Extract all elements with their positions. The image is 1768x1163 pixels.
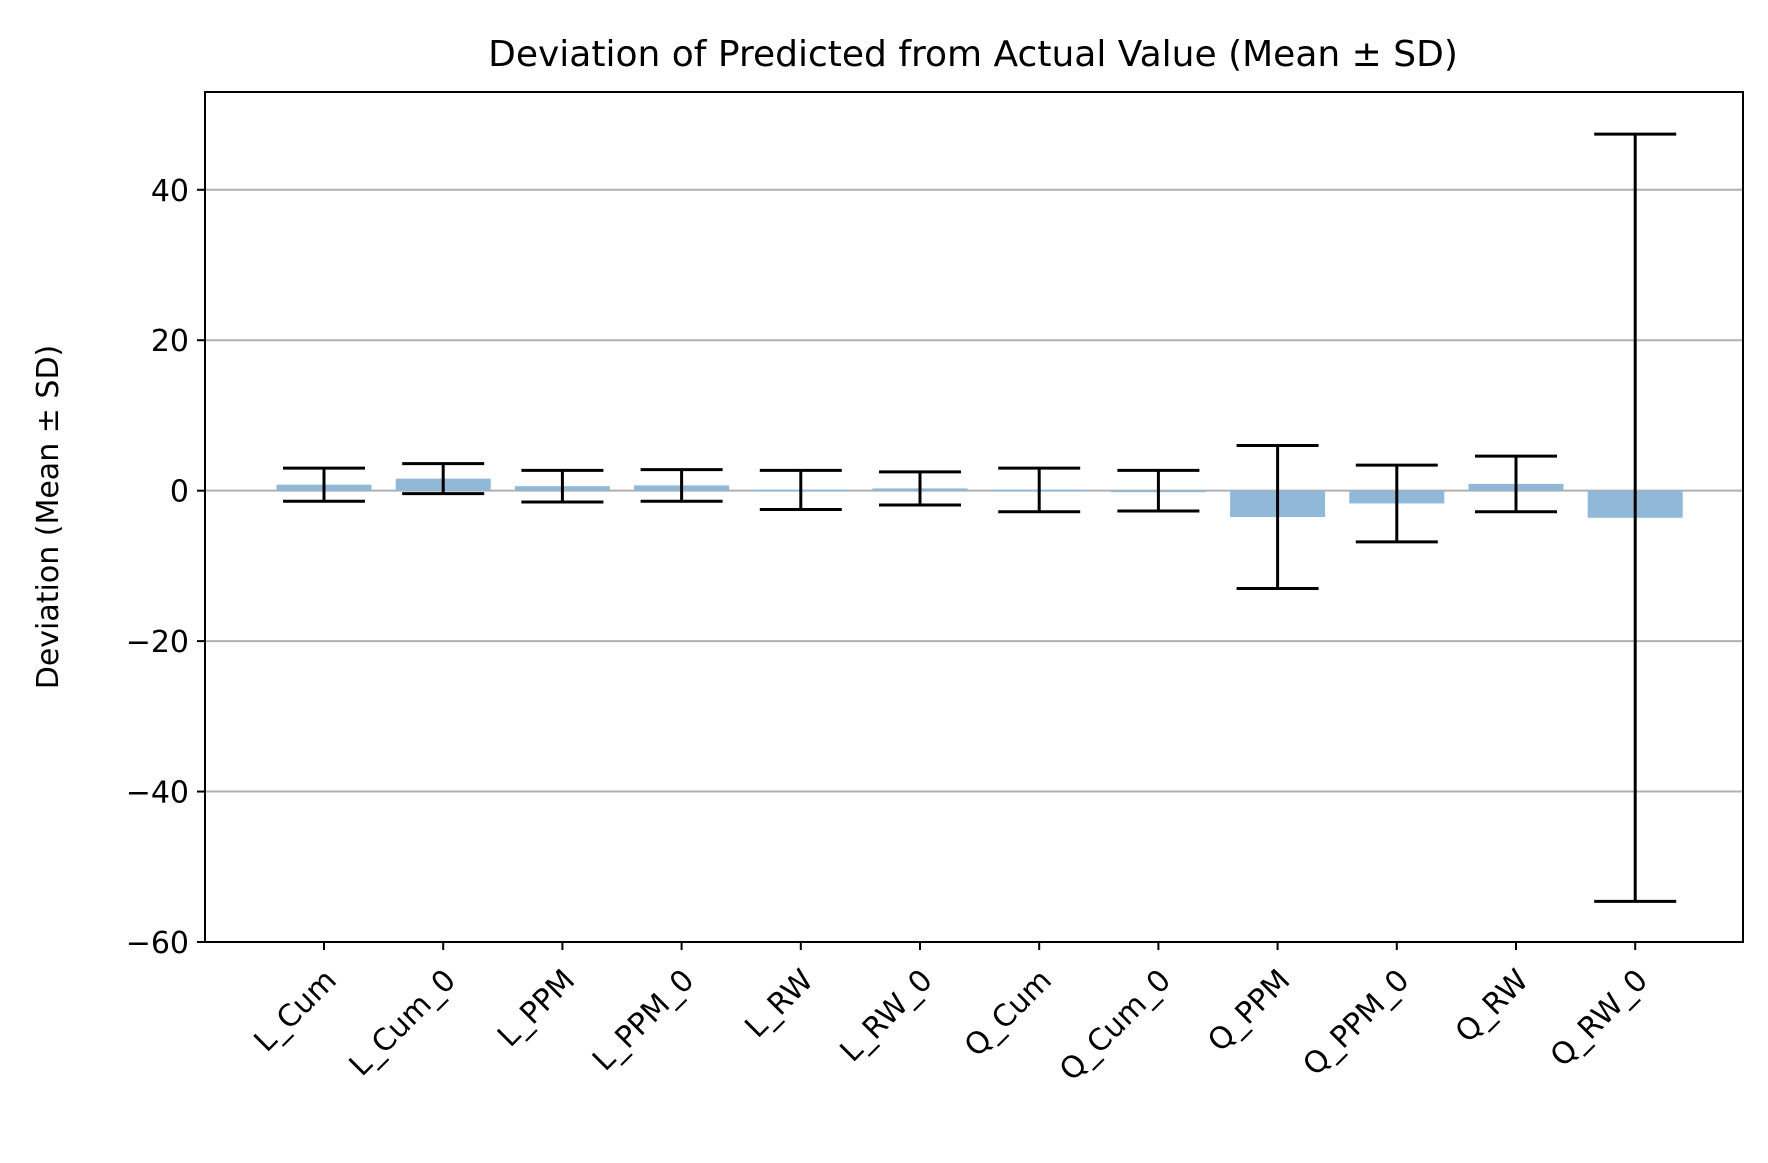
x-tick-label: L_Cum bbox=[248, 963, 344, 1059]
chart-title: Deviation of Predicted from Actual Value… bbox=[488, 34, 1458, 75]
bars bbox=[276, 478, 1683, 518]
x-tick-label: Q_PPM bbox=[1201, 963, 1297, 1059]
plot-frame bbox=[204, 91, 1744, 943]
x-tick-label: Q_RW_0 bbox=[1544, 963, 1655, 1074]
y-tick-label: −40 bbox=[126, 776, 189, 811]
error-bars bbox=[283, 132, 1677, 903]
x-tick-label: Q_PPM_0 bbox=[1296, 963, 1416, 1083]
x-tick-label: Q_Cum_0 bbox=[1053, 963, 1178, 1088]
y-tick-label: 40 bbox=[151, 174, 189, 209]
x-tick-label: L_RW_0 bbox=[834, 963, 940, 1069]
x-tick-label: L_Cum_0 bbox=[343, 963, 463, 1083]
x-tick-label: L_PPM_0 bbox=[586, 963, 701, 1078]
y-tick-label: −60 bbox=[126, 926, 189, 961]
x-tick-label: Q_RW bbox=[1449, 963, 1536, 1050]
y-tick-label: −20 bbox=[126, 625, 189, 660]
y-axis-label: Deviation (Mean ± SD) bbox=[31, 345, 66, 690]
x-tick-label: L_RW bbox=[738, 963, 820, 1045]
y-tick-label: 20 bbox=[151, 324, 189, 359]
x-tick-label: L_PPM bbox=[491, 963, 582, 1054]
y-axis-ticks: −60 −40 −20 0 20 40 bbox=[126, 174, 205, 961]
y-tick-label: 0 bbox=[170, 475, 189, 510]
x-tick-label: Q_Cum bbox=[958, 963, 1059, 1064]
